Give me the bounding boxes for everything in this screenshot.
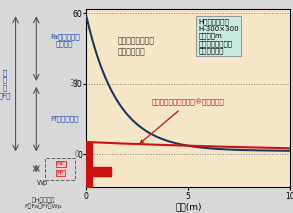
Text: Fa（付着力）
縁切衝撃: Fa（付着力） 縁切衝撃 <box>50 33 80 47</box>
Text: 0: 0 <box>75 150 79 159</box>
Text: 引
抜
力
（F）: 引 抜 力 （F） <box>0 69 11 99</box>
Text: Ff': Ff' <box>57 171 64 176</box>
X-axis label: 変位(m): 変位(m) <box>175 202 202 211</box>
Text: （H鋼自重）
F＝Fa＋Ff－Wp: （H鋼自重） F＝Fa＋Ff－Wp <box>24 197 62 209</box>
Text: 従来の潤滑劑塗布
（ワックス）: 従来の潤滑劑塗布 （ワックス） <box>118 37 155 56</box>
Text: H形鉄サイズ：
H-300×300
長さ１０m
ソイルセメント層
からの引抜き: H形鉄サイズ： H-300×300 長さ１０m ソイルセメント層 からの引抜き <box>198 18 239 54</box>
Text: Wp: Wp <box>36 180 47 186</box>
Text: Fa': Fa' <box>56 161 65 166</box>
Text: 30: 30 <box>70 79 79 88</box>
Text: Ff（摩擦力）: Ff（摩擦力） <box>51 116 79 122</box>
Text: フリクションカッター®被覆材使用: フリクションカッター®被覆材使用 <box>141 99 224 143</box>
